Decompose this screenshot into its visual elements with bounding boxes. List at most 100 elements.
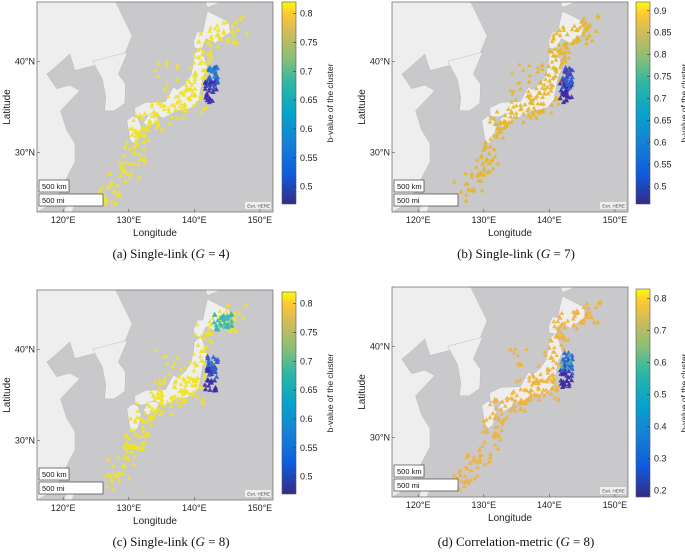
event-marker	[175, 94, 181, 99]
lat-tick-label: 30°N	[370, 433, 390, 443]
lat-tick-label: 40°N	[370, 341, 390, 351]
event-marker	[194, 378, 199, 383]
event-marker	[500, 135, 506, 140]
event-marker	[128, 449, 134, 454]
event-marker	[537, 90, 543, 95]
event-marker	[214, 23, 220, 28]
event-marker	[579, 19, 584, 24]
event-marker	[500, 421, 505, 427]
event-marker	[214, 77, 220, 83]
colorbar-tick-label: 0.6	[300, 414, 313, 424]
event-marker	[499, 399, 505, 404]
event-marker	[535, 69, 540, 74]
event-marker	[200, 358, 206, 363]
event-marker	[480, 161, 485, 166]
event-marker	[564, 90, 570, 95]
event-marker	[509, 118, 515, 123]
event-marker	[566, 352, 572, 357]
colorbar-tick-label: 0.7	[654, 94, 667, 104]
event-marker	[451, 179, 457, 184]
event-marker	[181, 92, 187, 97]
event-marker	[229, 327, 235, 332]
event-marker	[214, 325, 220, 331]
event-marker	[560, 50, 566, 56]
event-marker	[518, 377, 523, 382]
colorbar-tick-label: 0.3	[654, 454, 667, 464]
event-marker	[557, 32, 563, 38]
event-marker	[138, 127, 144, 133]
event-marker	[589, 314, 595, 320]
event-marker	[111, 463, 116, 468]
event-marker	[139, 416, 145, 422]
colorbar-label: b-value of the cluster	[679, 353, 685, 432]
event-marker	[244, 31, 250, 37]
event-marker	[187, 79, 192, 84]
event-marker	[188, 360, 193, 365]
event-marker	[551, 377, 557, 382]
event-marker	[534, 380, 540, 386]
event-marker	[103, 200, 109, 206]
event-marker	[200, 399, 205, 404]
event-marker	[141, 154, 146, 160]
event-marker	[231, 38, 237, 43]
panel-caption: (c) Single-link (G = 8)	[112, 534, 229, 549]
event-marker	[539, 378, 545, 383]
event-marker	[526, 106, 531, 111]
event-marker	[564, 31, 570, 37]
event-marker	[542, 392, 547, 398]
event-marker	[552, 395, 558, 400]
event-marker	[124, 441, 130, 446]
x-axis-label: Longitude	[488, 513, 532, 524]
event-marker	[139, 447, 145, 452]
event-marker	[197, 46, 203, 51]
event-marker	[577, 25, 583, 30]
event-marker	[461, 479, 467, 485]
event-marker	[551, 75, 557, 80]
event-marker	[151, 392, 156, 398]
event-marker	[151, 108, 157, 114]
event-marker	[211, 82, 217, 88]
event-marker	[225, 302, 231, 307]
event-marker	[218, 322, 224, 328]
event-marker	[551, 318, 557, 324]
event-marker	[222, 320, 228, 326]
event-marker	[182, 102, 188, 107]
caption-variable: G	[195, 246, 205, 261]
event-marker	[555, 318, 561, 324]
event-marker	[182, 387, 188, 392]
event-marker	[218, 315, 224, 321]
event-marker	[174, 399, 180, 404]
event-marker	[223, 309, 229, 314]
event-marker	[106, 456, 112, 461]
event-marker	[206, 382, 212, 388]
event-marker	[560, 24, 566, 29]
colorbar-tick-label: 0.65	[654, 116, 672, 126]
event-marker	[154, 125, 160, 130]
event-marker	[539, 62, 545, 66]
event-marker	[551, 32, 556, 37]
event-marker	[581, 320, 587, 325]
event-marker	[499, 428, 505, 433]
event-marker	[550, 35, 556, 41]
event-marker	[574, 326, 580, 331]
lon-tick-label: 120°E	[51, 503, 76, 513]
event-marker	[547, 78, 552, 83]
event-marker	[563, 58, 568, 64]
event-marker	[557, 65, 563, 70]
event-marker	[466, 187, 471, 192]
event-marker	[566, 360, 572, 366]
event-marker	[557, 323, 563, 328]
event-marker	[561, 346, 567, 351]
caption-text: (b) Single-link (	[457, 246, 541, 261]
event-marker	[546, 345, 552, 350]
event-marker	[179, 106, 185, 111]
event-marker	[494, 131, 500, 137]
event-marker	[518, 102, 523, 108]
event-marker	[159, 126, 165, 131]
event-marker	[485, 170, 490, 175]
event-marker	[191, 379, 196, 384]
event-marker	[206, 99, 212, 105]
lon-tick-label: 140°E	[182, 215, 207, 225]
lon-tick-label: 150°E	[248, 215, 273, 225]
event-marker	[201, 106, 206, 111]
